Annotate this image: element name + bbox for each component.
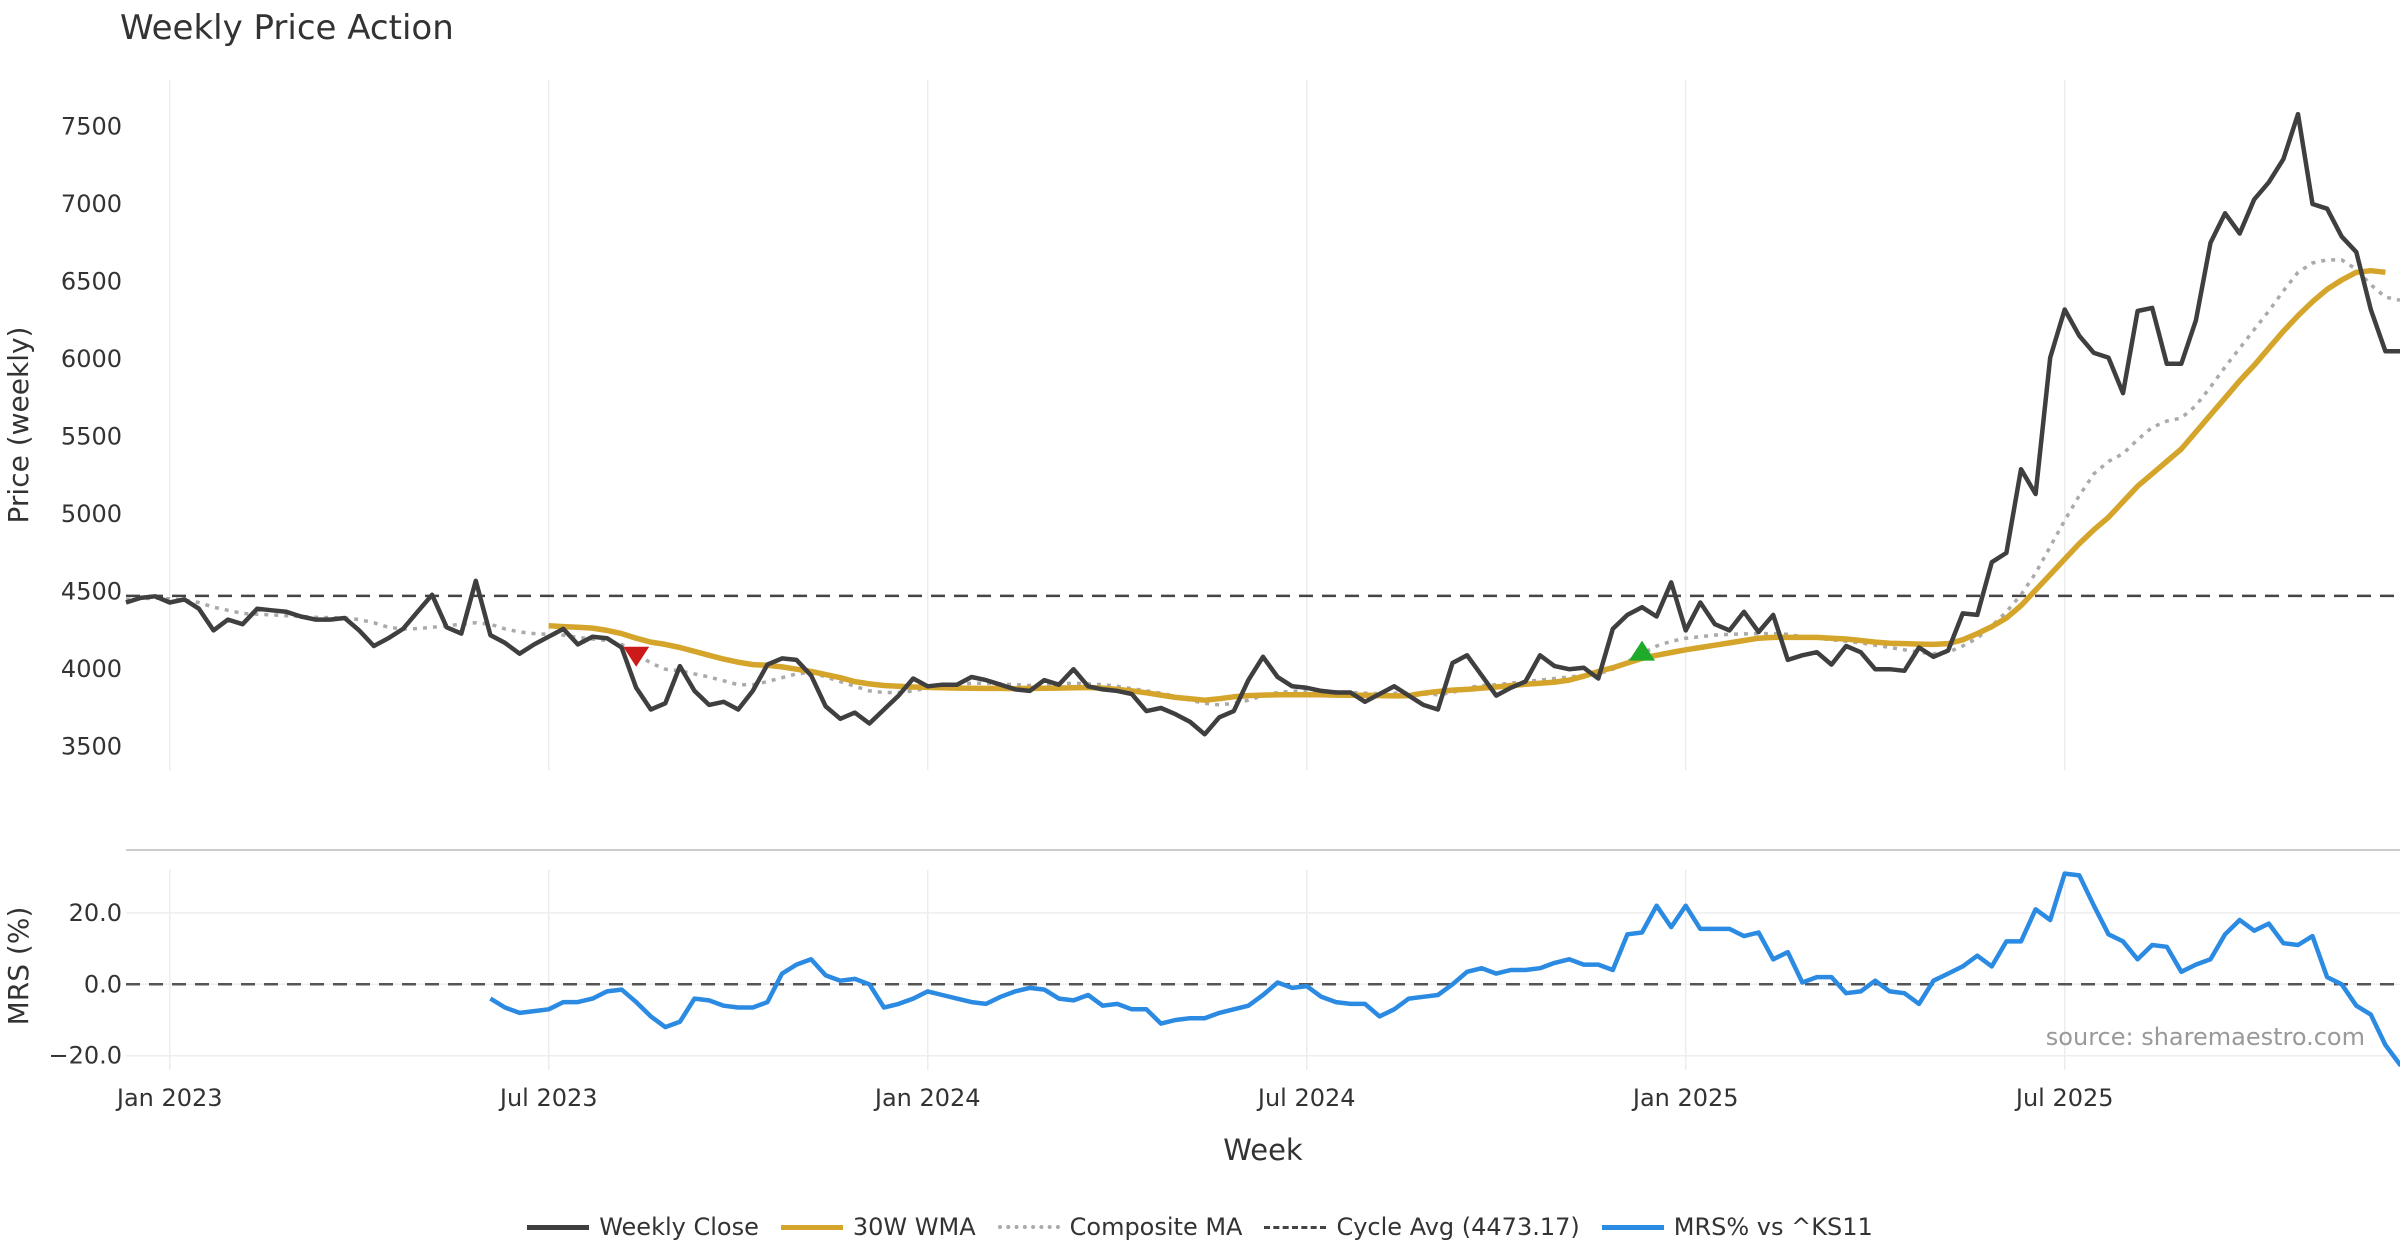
- price-panel-grid: [168, 80, 2066, 770]
- x-tick-label: Jan 2023: [115, 1084, 223, 1112]
- legend-item-wma[interactable]: 30W WMA: [780, 1213, 976, 1241]
- buy-signal-marker: [1629, 640, 1655, 661]
- price-y-tick-label: 4500: [61, 578, 122, 606]
- x-axis-ticks: Jan 2023 Jul 2023 Jan 2024 Jul 2024 Jan 2025…: [115, 1084, 2114, 1112]
- legend-swatch-wma: [780, 1224, 843, 1230]
- legend-swatch-weekly-close: [527, 1224, 590, 1230]
- legend-item-composite-ma[interactable]: Composite MA: [997, 1213, 1243, 1241]
- x-tick-label: Jul 2023: [498, 1084, 598, 1112]
- price-y-tick-label: 4000: [61, 655, 122, 683]
- mrs-y-axis-label: MRS (%): [2, 907, 35, 1026]
- mrs-y-tick-label: 20.0: [69, 899, 122, 927]
- legend: Weekly Close 30W WMA Composite MA Cycle …: [0, 1213, 2400, 1241]
- legend-swatch-mrs: [1601, 1224, 1664, 1230]
- mrs-y-tick-label: −20.0: [48, 1042, 122, 1070]
- mrs-line: [489, 871, 2400, 1067]
- legend-label-mrs: MRS% vs ^KS11: [1673, 1213, 1873, 1241]
- legend-label-composite-ma: Composite MA: [1069, 1213, 1243, 1241]
- x-tick-label: Jan 2024: [873, 1084, 981, 1112]
- price-y-tick-label: 6000: [61, 345, 122, 373]
- sell-signal-marker: [623, 646, 650, 667]
- x-axis-label: Week: [1223, 1133, 1303, 1167]
- source-text: source: sharemaestro.com: [2046, 1023, 2365, 1051]
- price-y-axis-ticks: 3500 4000 4500 5000 5500 6000 6500 7000 7500: [61, 113, 122, 761]
- signal-markers: [623, 640, 1655, 667]
- price-y-tick-label: 6500: [61, 268, 122, 296]
- legend-label-weekly-close: Weekly Close: [599, 1213, 759, 1241]
- x-tick-label: Jan 2025: [1631, 1084, 1739, 1112]
- legend-swatch-cycle-avg: [1264, 1225, 1327, 1229]
- x-tick-label: Jul 2024: [1256, 1084, 1356, 1112]
- price-y-tick-label: 3500: [61, 733, 122, 761]
- legend-label-wma: 30W WMA: [852, 1213, 976, 1241]
- legend-item-mrs[interactable]: MRS% vs ^KS11: [1601, 1213, 1873, 1241]
- wma-30w-line: [548, 267, 2386, 703]
- chart-title: Weekly Price Action: [120, 8, 454, 48]
- price-y-tick-label: 5500: [61, 423, 122, 451]
- weekly-close-line: [125, 111, 2400, 737]
- legend-item-cycle-avg[interactable]: Cycle Avg (4473.17): [1264, 1213, 1580, 1241]
- legend-swatch-composite-ma: [997, 1225, 1060, 1229]
- composite-ma-line: [125, 258, 2400, 707]
- x-tick-label: Jul 2025: [2014, 1084, 2114, 1112]
- mrs-y-axis-ticks: −20.0 0.0 20.0: [48, 899, 122, 1070]
- mrs-y-tick-label: 0.0: [84, 970, 122, 998]
- legend-label-cycle-avg: Cycle Avg (4473.17): [1336, 1213, 1580, 1241]
- price-y-tick-label: 7500: [61, 113, 122, 141]
- price-y-axis-label: Price (weekly): [2, 327, 35, 524]
- price-y-tick-label: 7000: [61, 190, 122, 218]
- legend-item-weekly-close[interactable]: Weekly Close: [527, 1213, 759, 1241]
- price-y-tick-label: 5000: [61, 500, 122, 528]
